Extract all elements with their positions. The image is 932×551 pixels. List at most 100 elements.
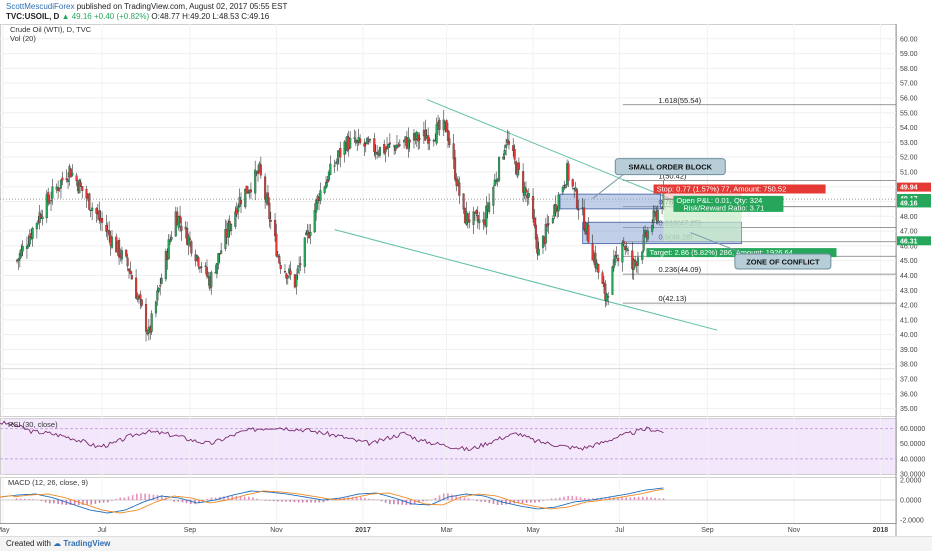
candle-body xyxy=(578,209,580,210)
macd-histogram-bar xyxy=(464,498,466,500)
macd-histogram-bar xyxy=(584,498,586,500)
time-tick-label: Jul xyxy=(615,527,624,534)
macd-histogram-bar xyxy=(501,500,503,505)
candle-body xyxy=(67,180,69,182)
candle-body xyxy=(198,257,200,266)
macd-histogram-bar xyxy=(45,500,47,502)
macd-histogram-bar xyxy=(563,497,565,500)
price-axis-badge-label: 49.16 xyxy=(900,200,918,207)
macd-histogram-bar xyxy=(128,496,130,500)
macd-histogram-bar xyxy=(49,500,51,503)
candle-body xyxy=(295,275,297,286)
candle-body xyxy=(576,190,578,208)
candle-body xyxy=(373,138,375,151)
candle-body xyxy=(368,141,370,142)
candle-body xyxy=(216,263,218,273)
macd-histogram-bar xyxy=(385,500,387,503)
candle-body xyxy=(101,218,103,222)
candle-body xyxy=(278,256,280,263)
candle-body xyxy=(657,210,659,222)
macd-histogram-bar xyxy=(28,499,30,500)
candle-body xyxy=(363,144,365,147)
rsi-title: RSI (30, close) xyxy=(8,420,58,429)
candle-body xyxy=(369,139,371,140)
macd-histogram-bar xyxy=(178,500,180,502)
candle-body xyxy=(334,166,336,167)
candle-body xyxy=(159,285,161,286)
candle-body xyxy=(32,228,34,239)
candle-body xyxy=(260,165,262,175)
price-tick-label: 55.00 xyxy=(900,110,918,117)
candle-body xyxy=(284,271,286,272)
candle-body xyxy=(60,180,62,188)
candle-body xyxy=(287,276,289,278)
tradingview-brand[interactable]: TradingView xyxy=(63,539,110,548)
macd-histogram-bar xyxy=(57,500,59,504)
footer: Created with ☁ TradingView xyxy=(0,536,932,551)
macd-histogram-bar xyxy=(32,499,34,500)
volume-legend: Vol (20) xyxy=(10,34,36,43)
macd-histogram-bar xyxy=(211,498,213,500)
candle-body xyxy=(606,294,608,301)
macd-histogram-bar xyxy=(319,500,321,502)
macd-histogram-bar xyxy=(306,500,308,502)
candle-body xyxy=(111,237,113,247)
price-axis: 35.0036.0037.0038.0039.0040.0041.0042.00… xyxy=(897,36,931,413)
candle-body xyxy=(337,159,339,164)
candle-body xyxy=(429,140,431,141)
candle-body xyxy=(254,170,256,193)
price-tick-label: 57.00 xyxy=(900,81,918,88)
macd-histogram-bar xyxy=(273,500,275,501)
price-tick-label: 51.00 xyxy=(900,169,918,176)
candle-body xyxy=(297,269,299,273)
candle-body xyxy=(651,225,653,231)
time-tick-label: Sep xyxy=(701,527,714,534)
candle-body xyxy=(237,206,239,212)
candle-body xyxy=(439,120,441,129)
candle-body xyxy=(141,300,143,306)
candle-body xyxy=(614,255,616,262)
series-title: Crude Oil (WTI), D, TVC xyxy=(10,25,92,34)
macd-histogram-bar xyxy=(576,496,578,500)
candle-body xyxy=(424,130,426,141)
candle-body xyxy=(453,144,455,159)
candle-body xyxy=(171,237,173,239)
macd-histogram-bar xyxy=(426,500,428,501)
candle-body xyxy=(637,258,639,266)
candle-body xyxy=(217,253,219,264)
candle-body xyxy=(127,258,129,266)
macd-histogram-bar xyxy=(397,500,399,504)
candle-body xyxy=(205,266,207,267)
macd-histogram-bar xyxy=(16,498,18,500)
candle-body xyxy=(155,302,157,314)
conflict-label: ZONE OF CONFLICT xyxy=(746,258,820,267)
macd-histogram-bar xyxy=(115,499,117,500)
candle-body xyxy=(532,196,534,218)
candle-body xyxy=(504,150,506,154)
candle-body xyxy=(597,264,599,272)
chart-canvas[interactable]: 1.618(55.54)1(50.42)0.786(48.65)0.618(47… xyxy=(0,0,932,536)
candle-body xyxy=(508,141,510,144)
macd-histogram-bar xyxy=(53,500,55,503)
candle-body xyxy=(407,137,409,148)
macd-histogram-bar xyxy=(439,495,441,500)
candle-body xyxy=(393,146,395,147)
candle-body xyxy=(78,180,80,193)
candle-body xyxy=(200,267,202,268)
candle-body xyxy=(634,260,636,262)
macd-histogram-bar xyxy=(451,495,453,500)
candle-body xyxy=(220,251,222,254)
candle-body xyxy=(436,125,438,144)
candle-body xyxy=(518,163,520,170)
macd-histogram-bar xyxy=(555,498,557,500)
macd-histogram-bar xyxy=(634,497,636,500)
macd-histogram-bar xyxy=(422,500,424,501)
macd-histogram-bar xyxy=(95,500,97,504)
macd-histogram-bar xyxy=(244,497,246,500)
created-with-text: Created with xyxy=(6,539,51,548)
candle-body xyxy=(568,164,570,181)
macd-histogram-bar xyxy=(650,497,652,500)
candle-body xyxy=(290,271,292,275)
fib-label: 1.618(55.54) xyxy=(659,96,702,105)
macd-pane: MACD (12, 26, close, 9)2.00000.0000-2.00… xyxy=(0,478,924,525)
